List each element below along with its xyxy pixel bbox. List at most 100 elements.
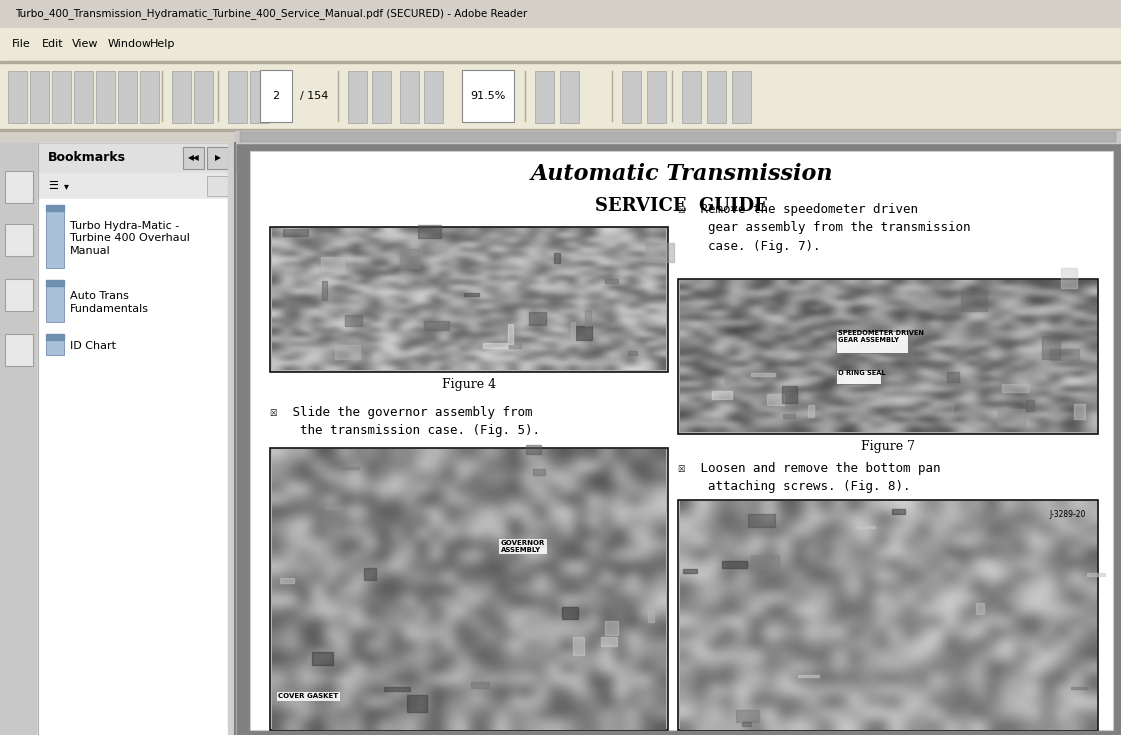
Text: O RING SEAL: O RING SEAL bbox=[837, 370, 886, 376]
Bar bbox=[0, 129, 1121, 131]
Bar bbox=[678, 279, 1097, 434]
Bar bbox=[781, 387, 797, 404]
Text: SPEEDOMETER DRIVEN
GEAR ASSEMBLY: SPEEDOMETER DRIVEN GEAR ASSEMBLY bbox=[837, 330, 924, 343]
Bar bbox=[345, 315, 362, 326]
Bar bbox=[892, 509, 906, 514]
Bar bbox=[250, 71, 269, 123]
Bar bbox=[1050, 349, 1080, 360]
Bar bbox=[707, 71, 726, 123]
Bar bbox=[118, 71, 137, 123]
Bar bbox=[240, 132, 1117, 142]
Bar bbox=[571, 323, 575, 340]
Text: 91.5%: 91.5% bbox=[471, 91, 506, 101]
Bar bbox=[798, 675, 818, 677]
Bar bbox=[8, 71, 27, 123]
Bar bbox=[575, 326, 593, 340]
Bar bbox=[751, 555, 779, 569]
Bar bbox=[622, 71, 641, 123]
Bar bbox=[742, 723, 751, 726]
Text: J-3289-20: J-3289-20 bbox=[1049, 510, 1086, 519]
Bar bbox=[96, 71, 115, 123]
Bar bbox=[52, 71, 71, 123]
Bar bbox=[228, 71, 247, 123]
Bar bbox=[335, 345, 360, 359]
Text: COVER GASKET: COVER GASKET bbox=[278, 693, 339, 699]
Text: ☒  Loosen and remove the bottom pan
    attaching screws. (Fig. 8).: ☒ Loosen and remove the bottom pan attac… bbox=[678, 462, 941, 493]
Text: Window: Window bbox=[108, 40, 152, 49]
Bar bbox=[4, 279, 33, 311]
Bar bbox=[4, 334, 33, 366]
Bar bbox=[207, 176, 229, 196]
Bar bbox=[372, 71, 391, 123]
Bar bbox=[183, 147, 204, 169]
Bar bbox=[321, 257, 344, 270]
Bar bbox=[782, 414, 795, 417]
Bar bbox=[260, 70, 291, 122]
Bar bbox=[0, 61, 1121, 131]
Bar bbox=[1062, 268, 1076, 288]
Bar bbox=[38, 199, 235, 735]
Bar bbox=[605, 279, 618, 283]
Bar bbox=[1002, 384, 1029, 392]
Bar bbox=[74, 71, 93, 123]
Bar bbox=[38, 173, 235, 199]
Bar bbox=[207, 147, 228, 169]
Bar bbox=[628, 351, 637, 355]
Text: Automatic Transmission: Automatic Transmission bbox=[530, 163, 833, 184]
Bar bbox=[363, 568, 377, 580]
Bar bbox=[535, 71, 554, 123]
Bar bbox=[749, 514, 776, 527]
Bar bbox=[684, 569, 697, 573]
Bar bbox=[270, 227, 668, 372]
Bar bbox=[712, 391, 732, 399]
Bar bbox=[604, 621, 618, 634]
Bar bbox=[975, 603, 984, 614]
Bar bbox=[38, 143, 235, 173]
Bar bbox=[172, 71, 191, 123]
Bar bbox=[735, 709, 759, 723]
Bar bbox=[280, 578, 294, 583]
Bar bbox=[46, 209, 64, 268]
Bar bbox=[584, 310, 591, 326]
Bar bbox=[1071, 686, 1087, 689]
Bar bbox=[38, 143, 235, 735]
Bar bbox=[574, 637, 584, 655]
Bar bbox=[46, 205, 64, 211]
Bar bbox=[529, 312, 546, 325]
Bar bbox=[194, 71, 213, 123]
Bar bbox=[646, 243, 674, 262]
Bar bbox=[835, 331, 908, 354]
Bar bbox=[250, 151, 1113, 730]
Bar bbox=[532, 469, 545, 475]
Bar bbox=[140, 71, 159, 123]
Bar bbox=[892, 334, 912, 356]
Bar bbox=[418, 225, 441, 238]
Text: ◀◀: ◀◀ bbox=[187, 154, 200, 162]
Bar bbox=[462, 70, 515, 122]
Bar bbox=[228, 143, 235, 735]
Bar bbox=[325, 506, 342, 509]
Bar bbox=[46, 284, 64, 322]
Bar bbox=[648, 611, 654, 622]
Bar bbox=[46, 280, 64, 286]
Text: / 154: / 154 bbox=[300, 91, 328, 101]
Bar bbox=[348, 71, 367, 123]
Bar bbox=[399, 249, 419, 268]
Text: ☒  Slide the governor assembly from
    the transmission case. (Fig. 5).: ☒ Slide the governor assembly from the t… bbox=[270, 406, 540, 437]
Text: GOVERNOR
ASSEMBLY: GOVERNOR ASSEMBLY bbox=[501, 540, 545, 553]
Text: Figure 4: Figure 4 bbox=[442, 378, 495, 391]
Bar bbox=[1041, 337, 1059, 359]
Bar bbox=[4, 171, 33, 203]
Bar bbox=[400, 71, 419, 123]
Text: Edit: Edit bbox=[41, 40, 64, 49]
Bar bbox=[722, 562, 747, 568]
Bar bbox=[962, 291, 988, 312]
Bar bbox=[563, 607, 578, 619]
Bar bbox=[235, 143, 1121, 735]
Bar bbox=[938, 404, 953, 414]
Bar bbox=[751, 373, 776, 376]
Bar bbox=[682, 71, 701, 123]
Text: 2: 2 bbox=[272, 91, 279, 101]
Bar bbox=[0, 61, 1121, 62]
Bar bbox=[0, 28, 1121, 61]
